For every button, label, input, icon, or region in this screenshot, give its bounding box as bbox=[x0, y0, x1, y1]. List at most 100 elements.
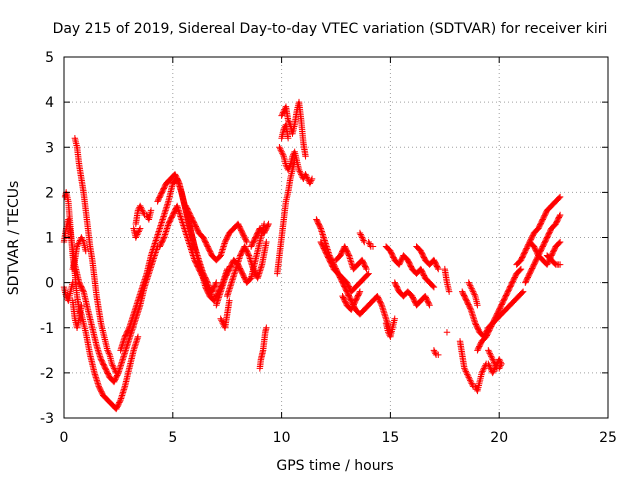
data-point-marker bbox=[491, 360, 499, 368]
data-point-marker bbox=[556, 238, 564, 246]
data-point-marker bbox=[263, 238, 270, 246]
data-track bbox=[391, 279, 433, 309]
data-point-marker bbox=[279, 151, 287, 158]
data-point-marker bbox=[212, 280, 219, 288]
data-point-marker bbox=[112, 368, 119, 375]
data-track bbox=[332, 243, 370, 273]
data-track bbox=[130, 225, 144, 241]
data-point-marker bbox=[74, 241, 81, 249]
data-point-marker bbox=[78, 301, 85, 309]
data-track bbox=[224, 238, 270, 300]
axis-ticks bbox=[63, 56, 609, 419]
data-point-marker bbox=[366, 241, 374, 249]
data-point-marker bbox=[278, 112, 285, 119]
data-point-marker bbox=[519, 288, 527, 295]
data-point-marker bbox=[360, 237, 367, 244]
data-point-marker bbox=[265, 220, 272, 228]
data-point-marker bbox=[278, 148, 285, 155]
y-tick-label: -1 bbox=[40, 321, 54, 337]
x-tick-label: 20 bbox=[490, 430, 508, 446]
data-point-marker bbox=[245, 251, 252, 258]
data-point-marker bbox=[135, 228, 142, 235]
data-track bbox=[71, 135, 122, 377]
data-point-marker bbox=[471, 291, 478, 298]
data-point-marker bbox=[69, 279, 76, 286]
y-tick-label: 1 bbox=[45, 231, 54, 247]
data-point-marker bbox=[486, 350, 493, 357]
data-point-marker bbox=[488, 353, 495, 360]
data-point-marker bbox=[264, 222, 272, 229]
data-point-marker bbox=[365, 238, 372, 246]
data-point-marker bbox=[467, 378, 475, 386]
data-point-marker bbox=[285, 165, 293, 172]
data-point-marker bbox=[78, 234, 85, 241]
data-track bbox=[60, 279, 76, 304]
data-point-marker bbox=[445, 288, 453, 295]
data-point-marker bbox=[443, 329, 451, 336]
y-tick-label: 5 bbox=[45, 50, 54, 66]
data-point-marker bbox=[109, 362, 116, 369]
data-point-marker bbox=[295, 166, 303, 174]
data-point-marker bbox=[369, 243, 377, 250]
data-point-marker bbox=[465, 374, 472, 381]
data-point-marker bbox=[286, 163, 293, 171]
data-point-marker bbox=[213, 279, 220, 286]
data-point-marker bbox=[461, 365, 468, 372]
data-point-marker bbox=[362, 264, 370, 271]
data-track bbox=[382, 315, 398, 340]
data-point-marker bbox=[496, 357, 504, 365]
y-tick-label: 0 bbox=[45, 276, 54, 292]
data-point-marker bbox=[110, 363, 117, 371]
data-point-marker bbox=[217, 315, 224, 322]
data-point-marker bbox=[498, 360, 505, 368]
data-point-marker bbox=[496, 363, 504, 371]
data-track bbox=[365, 238, 377, 250]
data-point-marker bbox=[137, 204, 145, 211]
data-point-marker bbox=[466, 375, 473, 383]
x-tick-label: 10 bbox=[273, 430, 291, 446]
chart-title: Day 215 of 2019, Sidereal Day-to-day VTE… bbox=[53, 21, 608, 37]
data-point-marker bbox=[431, 348, 438, 356]
data-point-marker bbox=[279, 110, 286, 118]
data-point-marker bbox=[132, 234, 140, 241]
data-point-marker bbox=[466, 280, 473, 288]
data-point-marker bbox=[263, 324, 270, 331]
data-track bbox=[413, 243, 442, 273]
data-point-marker bbox=[302, 153, 309, 160]
data-point-marker bbox=[364, 271, 371, 278]
data-point-marker bbox=[316, 223, 324, 231]
data-point-marker bbox=[356, 289, 363, 297]
data-point-marker bbox=[104, 347, 111, 354]
data-point-marker bbox=[82, 247, 89, 255]
data-point-marker bbox=[474, 301, 481, 309]
data-point-marker bbox=[75, 240, 82, 247]
data-point-marker bbox=[243, 238, 250, 246]
data-point-marker bbox=[226, 297, 233, 304]
axis-tick-labels: 0 5 10 15 20 25 -3 -2 -1 0 1 2 3 4 5 bbox=[40, 50, 617, 446]
data-point-marker bbox=[79, 287, 87, 294]
data-track bbox=[60, 216, 161, 386]
data-track bbox=[465, 279, 481, 309]
data-point-marker bbox=[357, 231, 364, 238]
data-point-marker bbox=[486, 363, 493, 371]
x-tick-label: 25 bbox=[599, 430, 617, 446]
data-point-marker bbox=[425, 300, 433, 308]
y-tick-label: -3 bbox=[40, 411, 54, 427]
data-point-marker bbox=[479, 368, 486, 375]
data-point-marker bbox=[279, 109, 287, 116]
data-track bbox=[278, 121, 292, 142]
data-point-marker bbox=[105, 348, 112, 356]
data-point-marker bbox=[284, 135, 292, 142]
data-point-marker bbox=[490, 368, 497, 375]
data-point-marker bbox=[136, 202, 144, 210]
data-point-marker bbox=[356, 229, 364, 237]
data-track bbox=[156, 202, 220, 295]
data-point-marker bbox=[426, 301, 433, 309]
data-track bbox=[543, 252, 564, 268]
data-point-marker bbox=[519, 289, 526, 296]
data-point-marker bbox=[359, 235, 367, 243]
data-point-marker bbox=[306, 180, 314, 187]
data-point-marker bbox=[284, 116, 292, 124]
data-point-marker bbox=[480, 365, 488, 372]
data-point-marker bbox=[465, 279, 472, 286]
